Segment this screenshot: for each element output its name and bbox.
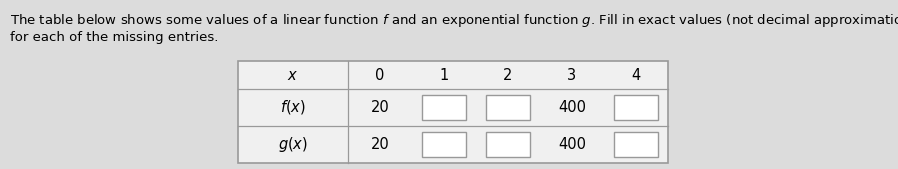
Text: 20: 20: [371, 137, 390, 152]
Bar: [613, 132, 658, 157]
Text: 4: 4: [631, 67, 640, 82]
Bar: [486, 132, 531, 157]
Bar: [613, 95, 658, 120]
Text: $x$: $x$: [287, 67, 298, 82]
Text: 3: 3: [568, 67, 577, 82]
Text: 400: 400: [558, 100, 586, 115]
Text: for each of the missing entries.: for each of the missing entries.: [10, 31, 218, 44]
Text: $g(x)$: $g(x)$: [278, 135, 308, 154]
Text: 400: 400: [558, 137, 586, 152]
Bar: [421, 132, 466, 157]
Text: The table below shows some values of a linear function $f$ and an exponential fu: The table below shows some values of a l…: [10, 12, 898, 29]
Text: 2: 2: [503, 67, 513, 82]
Text: 0: 0: [375, 67, 384, 82]
Bar: [238, 61, 668, 163]
Text: 20: 20: [371, 100, 390, 115]
Bar: [421, 95, 466, 120]
Bar: [486, 95, 531, 120]
Text: 1: 1: [439, 67, 449, 82]
Text: $f(x)$: $f(x)$: [280, 99, 306, 116]
